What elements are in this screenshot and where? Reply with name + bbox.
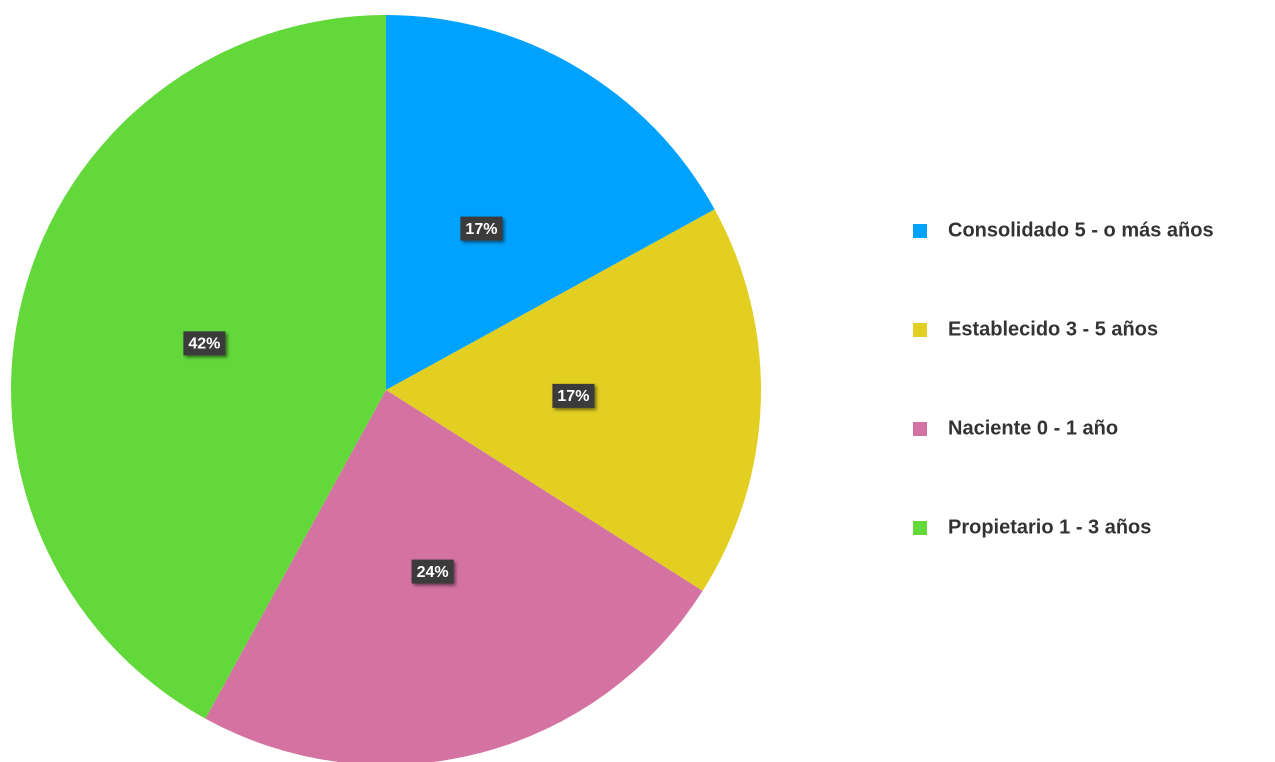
data-label: 42%	[183, 331, 226, 356]
data-label: 17%	[552, 383, 595, 408]
legend-swatch	[913, 521, 927, 535]
label-box	[552, 383, 595, 408]
legend-swatch	[913, 422, 927, 436]
data-label: 17%	[460, 216, 503, 241]
legend-swatch	[913, 224, 927, 238]
legend-label: Consolidado 5 - o más años	[948, 219, 1214, 241]
label-text: 24%	[417, 564, 449, 581]
label-text: 17%	[557, 388, 589, 405]
legend-label: Propietario 1 - 3 años	[948, 516, 1151, 538]
label-text: 42%	[188, 336, 220, 353]
data-label: 24%	[411, 559, 454, 584]
pie-slice	[205, 390, 703, 762]
label-box	[411, 559, 454, 584]
pie-slice	[11, 15, 387, 719]
legend-swatch	[913, 323, 927, 337]
legend-label: Naciente 0 - 1 año	[948, 417, 1118, 439]
legend-label: Establecido 3 - 5 años	[948, 318, 1158, 340]
pie-slice	[386, 15, 715, 390]
label-box	[183, 331, 226, 356]
label-text: 17%	[465, 221, 497, 238]
label-box	[460, 216, 503, 241]
